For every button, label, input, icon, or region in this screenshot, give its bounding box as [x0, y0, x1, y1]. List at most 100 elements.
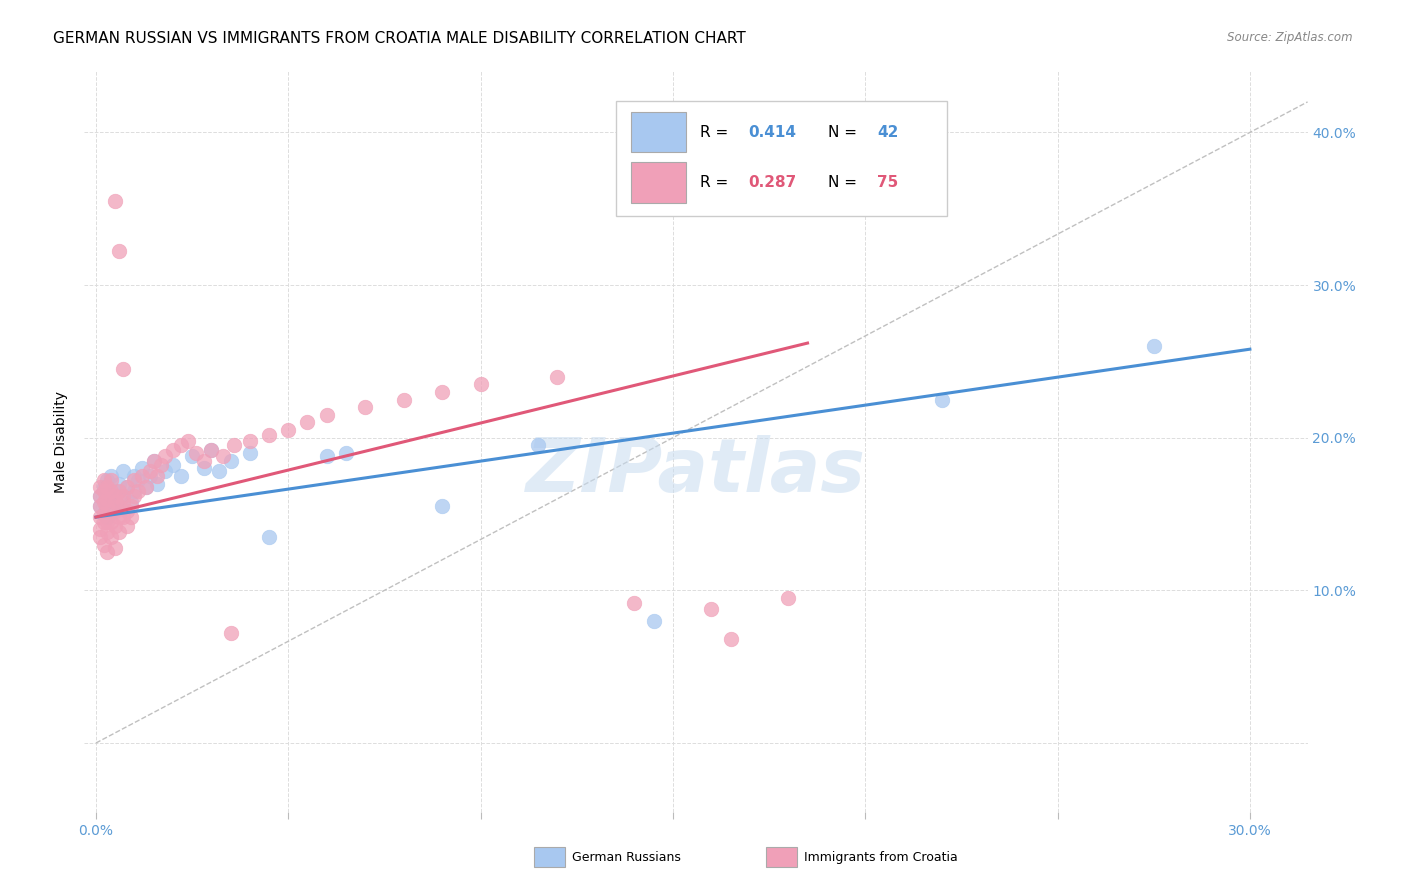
Point: [89, 489, 111, 503]
Point: [104, 489, 127, 503]
Point: [547, 369, 569, 384]
Text: GERMAN RUSSIAN VS IMMIGRANTS FROM CROATIA MALE DISABILITY CORRELATION CHART: GERMAN RUSSIAN VS IMMIGRANTS FROM CROATI…: [53, 31, 747, 46]
Text: N =: N =: [828, 175, 862, 190]
Point: [1143, 339, 1166, 353]
Point: [430, 384, 453, 399]
Point: [93, 484, 115, 499]
Text: 0.287: 0.287: [748, 175, 797, 190]
Point: [93, 495, 115, 509]
Point: [169, 469, 191, 483]
Point: [643, 614, 665, 628]
Point: [430, 500, 453, 514]
Point: [720, 632, 742, 647]
Point: [100, 484, 122, 499]
Point: [315, 408, 337, 422]
Point: [89, 489, 111, 503]
Point: [200, 442, 222, 457]
Point: [219, 626, 242, 640]
Point: [120, 495, 142, 509]
Point: [700, 601, 723, 615]
Point: [931, 392, 953, 407]
Point: [93, 538, 115, 552]
Point: [115, 519, 138, 533]
Text: 0.414: 0.414: [748, 125, 797, 139]
Point: [200, 442, 222, 457]
Point: [470, 377, 492, 392]
Point: [111, 362, 134, 376]
Point: [96, 479, 118, 493]
Point: [131, 461, 153, 475]
Point: [169, 438, 191, 452]
Point: [108, 500, 131, 514]
Point: [127, 474, 149, 488]
Point: [93, 507, 115, 521]
Point: [257, 427, 280, 442]
Point: [96, 515, 118, 529]
Point: [153, 464, 176, 478]
Point: [100, 491, 122, 506]
Point: [208, 464, 231, 478]
Point: [100, 530, 122, 544]
Point: [297, 416, 319, 430]
Point: [96, 500, 118, 514]
Point: [93, 507, 115, 521]
Point: [131, 469, 153, 483]
Point: [135, 479, 157, 493]
Point: [96, 474, 118, 488]
Point: [108, 476, 131, 491]
Point: [193, 461, 215, 475]
Text: Source: ZipAtlas.com: Source: ZipAtlas.com: [1227, 31, 1353, 45]
Point: [120, 500, 142, 514]
Point: [89, 530, 111, 544]
Text: N =: N =: [828, 125, 862, 139]
Point: [104, 484, 127, 499]
Point: [96, 545, 118, 559]
Point: [111, 495, 134, 509]
Point: [111, 464, 134, 478]
Point: [224, 438, 246, 452]
Point: [115, 504, 138, 518]
Point: [96, 491, 118, 506]
Point: [335, 446, 357, 460]
Point: [135, 479, 157, 493]
Text: ZIPatlas: ZIPatlas: [526, 434, 866, 508]
Point: [89, 500, 111, 514]
Point: [104, 519, 127, 533]
Point: [108, 244, 131, 259]
Point: [623, 596, 645, 610]
Text: 75: 75: [877, 175, 898, 190]
Point: [150, 458, 173, 473]
Point: [104, 504, 127, 518]
Point: [778, 591, 800, 605]
Y-axis label: Male Disability: Male Disability: [55, 391, 69, 492]
Point: [193, 453, 215, 467]
Point: [211, 449, 233, 463]
Point: [111, 489, 134, 503]
Point: [139, 469, 162, 483]
Point: [89, 510, 111, 524]
Point: [162, 458, 184, 473]
Point: [93, 474, 115, 488]
Point: [184, 446, 207, 460]
Text: 42: 42: [877, 125, 898, 139]
Point: [239, 446, 262, 460]
Point: [142, 453, 165, 467]
Point: [177, 434, 200, 448]
Point: [115, 479, 138, 493]
Point: [146, 476, 169, 491]
Point: [257, 530, 280, 544]
Point: [89, 522, 111, 536]
Point: [89, 479, 111, 493]
Point: [89, 500, 111, 514]
Text: Immigrants from Croatia: Immigrants from Croatia: [804, 851, 957, 863]
Point: [392, 392, 415, 407]
Point: [219, 453, 242, 467]
Point: [124, 469, 146, 483]
Point: [100, 474, 122, 488]
Point: [108, 510, 131, 524]
Point: [96, 510, 118, 524]
Point: [108, 525, 131, 540]
Point: [100, 469, 122, 483]
Text: German Russians: German Russians: [572, 851, 681, 863]
Point: [124, 474, 146, 488]
